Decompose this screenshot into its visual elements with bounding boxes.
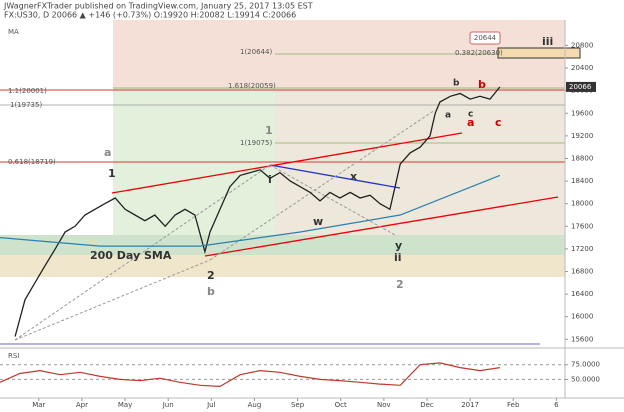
wave-label: 1	[108, 167, 116, 180]
x-tick-label: Jul	[206, 401, 216, 409]
x-tick-label: Feb	[507, 401, 520, 409]
x-tick-label: Nov	[377, 401, 391, 409]
y-tick-label: 16000	[571, 313, 593, 321]
fib-label: 1(19735)	[10, 101, 42, 109]
series-line	[14, 86, 501, 337]
zone	[0, 235, 565, 255]
panel-title: RSI	[8, 352, 19, 360]
header-line: FX:US30, D 20066 ▲ +146 (+0.73%) O:19920…	[4, 11, 296, 20]
label-box	[469, 31, 501, 45]
wave-label: b	[207, 285, 215, 298]
y-tick-label: 50.0000	[571, 375, 600, 383]
dashed-line	[269, 164, 396, 236]
dashed-line	[14, 164, 271, 341]
zone	[275, 90, 565, 240]
trend-line	[204, 196, 559, 257]
x-tick-label: Mar	[32, 401, 45, 409]
y-tick-label: 20400	[571, 64, 593, 72]
fib-label: 1.1(20001)	[8, 87, 47, 95]
sma-label: 200 Day SMA	[90, 249, 172, 262]
y-tick-label: 18800	[571, 154, 593, 162]
price-marker	[566, 81, 596, 92]
x-tick-label: Aug	[248, 401, 262, 409]
x-tick-label: Sep	[291, 401, 305, 409]
fib-label: 0.618(18719)	[8, 158, 56, 166]
wave-label: 2	[207, 269, 215, 282]
fib-label: 1(19075)	[240, 139, 272, 147]
wave-label: b	[478, 78, 486, 91]
series-line	[0, 362, 500, 388]
wave-label: ii	[394, 251, 402, 264]
fib-label: 1(20644)	[240, 48, 272, 56]
price-label: 20066	[569, 83, 592, 91]
x-tick-label: Apr	[76, 401, 88, 409]
y-tick-label: 19200	[571, 132, 593, 140]
wave-label: y	[395, 239, 402, 252]
y-tick-label: 19600	[571, 109, 593, 117]
target-label: 20644	[474, 34, 497, 42]
x-tick-label: Oct	[335, 401, 347, 409]
header-line: JWagnerFXTrader published on TradingView…	[3, 2, 313, 11]
dashed-line	[14, 259, 211, 341]
label: MA	[8, 28, 19, 36]
wave-label: 2	[396, 278, 404, 291]
trend-line	[111, 132, 463, 194]
fib-label: 1.618(20059)	[228, 82, 276, 90]
y-tick-label: 16800	[571, 268, 593, 276]
wave-label: b	[453, 79, 460, 89]
y-tick-label: 17200	[571, 245, 593, 253]
zone	[0, 255, 565, 277]
wave-label: i	[268, 173, 272, 186]
x-tick-label: Dec	[420, 401, 434, 409]
y-tick-label: 18000	[571, 200, 593, 208]
x-tick-label: 6	[554, 401, 559, 409]
wave-label: a	[104, 146, 111, 159]
wave-label: a	[445, 111, 451, 121]
y-tick-label: 75.0000	[571, 361, 600, 369]
y-tick-label: 17600	[571, 222, 593, 230]
series-line	[0, 174, 501, 247]
wave-label: x	[350, 170, 357, 183]
x-tick-label: May	[118, 401, 132, 409]
y-tick-label: 16400	[571, 290, 593, 298]
y-tick-label: 15600	[571, 335, 593, 343]
wave-label: c	[495, 116, 502, 129]
x-tick-label: Jun	[162, 401, 174, 409]
wave-label: 1	[265, 124, 273, 137]
y-tick-label: 18400	[571, 177, 593, 185]
wave-label: w	[313, 215, 323, 228]
y-tick-label: 20800	[571, 41, 593, 49]
x-tick-label: 2017	[461, 401, 479, 409]
dashed-line	[209, 109, 436, 261]
target-box	[497, 47, 581, 59]
wave-label: c	[468, 110, 473, 120]
fib-label: 0.382(20630)	[455, 49, 503, 57]
wave-label: a	[467, 116, 474, 129]
wave-label: iii	[542, 35, 553, 48]
